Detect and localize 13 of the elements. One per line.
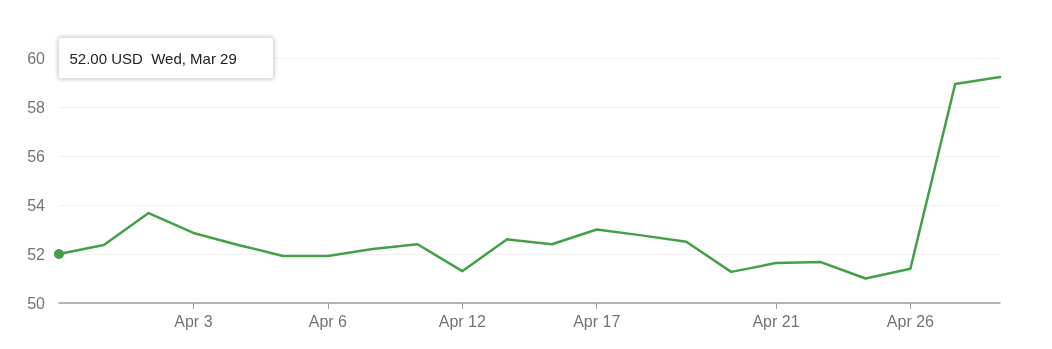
annotation: 52.00 USD Wed, Mar 29 (69, 49, 237, 67)
x-tick-label: Apr 3 (174, 312, 213, 330)
y-tick-label: 58 (27, 98, 46, 116)
y-tick-label: 56 (27, 147, 46, 165)
x-tick-label: Apr 21 (752, 312, 800, 330)
y-tick-label: 54 (27, 196, 46, 214)
x-tick-label: Apr 12 (438, 312, 486, 330)
x-tick-label: Apr 6 (308, 312, 348, 330)
y-tick-label: 60 (27, 49, 46, 67)
x-tick-label: Apr 26 (886, 312, 935, 330)
x-tick-label: Apr 17 (573, 312, 621, 330)
y-tick-label: 52 (27, 245, 46, 263)
y-tick-label: 50 (27, 294, 46, 312)
